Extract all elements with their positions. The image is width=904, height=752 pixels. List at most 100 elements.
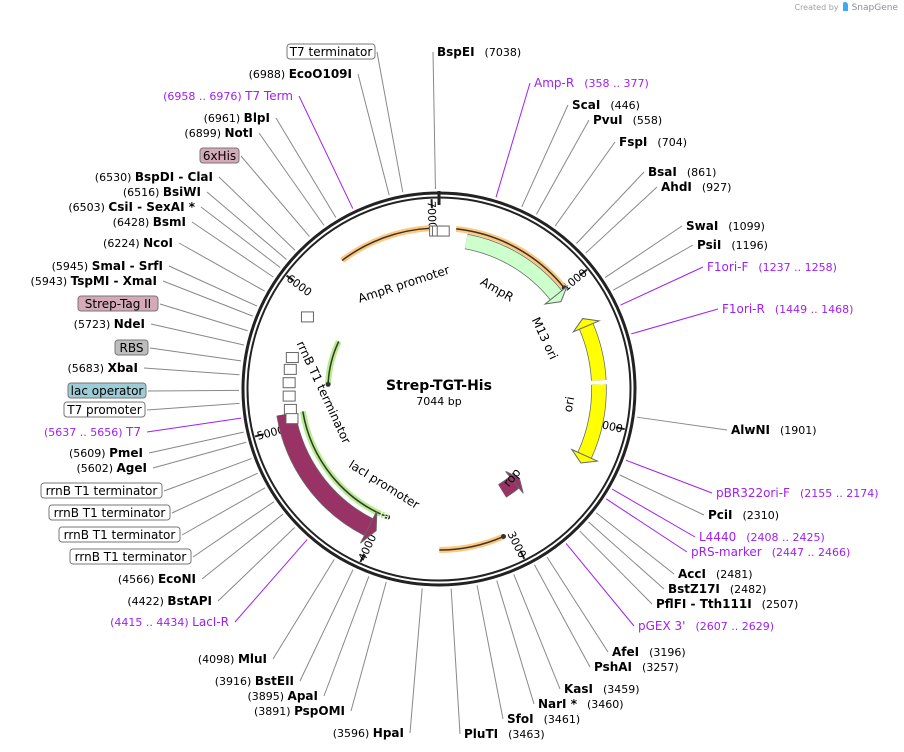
feature-label: M13 ori [529,315,561,362]
tick-label: 3000 [505,529,529,560]
primer-label[interactable]: pGEX 3' (2607 .. 2629) [638,619,774,633]
enzyme-site-label[interactable]: (5943) TspMI - XmaI [31,274,157,288]
feature-label: lacI [377,507,401,527]
enzyme-site-label[interactable]: AhdI (927) [661,180,731,194]
enzyme-site-label[interactable]: (6516) BsiWI [123,185,201,199]
enzyme-site-label[interactable]: PvuI (558) [593,113,662,127]
enzyme-site-label[interactable]: (6899) NotI [184,126,253,140]
primer-label[interactable]: F1ori-R (1449 .. 1468) [722,302,853,316]
enzyme-site-label[interactable]: PsiI (1196) [697,238,768,252]
plasmid-name: Strep-TGT-His [386,378,492,394]
tick-label: 7000 [425,201,439,229]
enzyme-site-label[interactable]: BspEI (7038) [437,45,521,59]
feature-box-label[interactable]: rrnB T1 terminator [48,504,171,521]
svg-text:T7 terminator: T7 terminator [289,45,373,59]
feature-box-label[interactable]: 6xHis [199,147,240,164]
element-glyph-icon [283,363,297,375]
element-glyph-icon [285,413,299,425]
element-glyph-icon [285,352,299,364]
feature-box-label[interactable]: Strep-Tag II [77,295,159,312]
enzyme-site-label[interactable]: (4566) EcoNI [118,572,196,586]
enzyme-site-label[interactable]: (3916) BstEII [215,674,294,688]
enzyme-site-label[interactable]: NarI * (3460) [538,697,624,711]
element-glyph-icon [436,225,450,237]
svg-text:6xHis: 6xHis [203,149,236,163]
primer-label[interactable]: L4440 (2408 .. 2425) [699,530,825,544]
enzyme-site-label[interactable]: PciI (2310) [708,508,779,522]
enzyme-site-label[interactable]: KasI (3459) [564,682,640,696]
enzyme-site-label[interactable]: (5683) XbaI [68,361,138,375]
enzyme-site-label[interactable]: PluTI (3463) [464,727,545,741]
primer-label[interactable]: pBR322ori-F (2155 .. 2174) [716,486,879,500]
primer-label[interactable]: (5637 .. 5656) T7 [44,425,141,439]
svg-text:Strep-Tag II: Strep-Tag II [85,297,151,311]
enzyme-site-label[interactable]: BstZ17I (2482) [668,582,766,596]
svg-text:T7 promoter: T7 promoter [66,403,142,417]
feature-box-label[interactable]: rrnB T1 terminator [40,482,163,499]
enzyme-site-label[interactable]: (3895) ApaI [247,689,318,703]
primer-label[interactable]: F1ori-F (1237 .. 1258) [707,260,837,274]
feature-label: ori [561,395,577,413]
enzyme-site-label[interactable]: FspI (704) [619,135,687,149]
feature-box-label[interactable]: T7 promoter [63,401,146,418]
feature-box-label[interactable]: T7 terminator [286,43,376,60]
feature-box-label[interactable]: lac operator [67,382,147,399]
tick-label: 6000 [284,272,314,299]
svg-text:RBS: RBS [120,341,144,355]
feature-label: rrnB T1 terminator [294,339,354,446]
primer-label[interactable]: Amp-R (358 .. 377) [534,76,649,90]
element-glyph-icon [283,403,297,415]
credit-prefix: Created by [794,3,839,12]
leader-lines [143,51,728,735]
enzyme-site-label[interactable]: (6988) EcoO109I [249,67,352,81]
enzyme-site-label[interactable]: BsaI (861) [648,165,716,179]
enzyme-site-label[interactable]: (5723) NdeI [74,317,145,331]
enzyme-site-label[interactable]: (5945) SmaI - SrfI [52,259,163,273]
features-layer [276,225,607,544]
enzyme-site-label[interactable]: (6530) BspDI - ClaI [95,170,213,184]
enzyme-site-label[interactable]: (3891) PspOMI [254,704,345,718]
enzyme-site-label[interactable]: (5602) AgeI [76,461,147,475]
plasmid-length: 7044 bp [416,395,461,408]
enzyme-site-label[interactable]: (4098) MluI [198,652,267,666]
enzyme-site-label[interactable]: (3596) HpaI [333,726,404,740]
enzyme-site-label[interactable]: AccI (2481) [678,567,753,581]
feature-box-label[interactable]: rrnB T1 terminator [58,526,181,543]
enzyme-site-label[interactable]: (6224) NcoI [103,236,173,250]
enzyme-site-label[interactable]: (6503) CsiI - SexAI * [68,200,195,214]
map-center-title: Strep-TGT-His 7044 bp [386,378,492,408]
enzyme-site-label[interactable]: PflFI - Tth111I (2507) [656,597,798,611]
primer-labels: (6958 .. 6976) T7 Term (5637 .. 5656) T7 (… [44,76,879,633]
primer-label[interactable]: pRS-marker (2447 .. 2466) [691,545,850,559]
enzyme-site-label[interactable]: (6961) BlpI [204,111,270,125]
svg-text:rrnB T1 terminator: rrnB T1 terminator [54,506,166,520]
backbone-ring [241,191,637,587]
element-glyph-icon [282,390,296,402]
enzyme-site-label[interactable]: (4422) BstAPI [127,594,212,608]
feature-box-label[interactable]: rrnB T1 terminator [69,548,192,565]
enzyme-site-label[interactable]: AfeI (3196) [612,645,686,659]
enzyme-site-label[interactable]: ScaI (446) [572,98,640,112]
element-glyph-icon [282,377,296,389]
feature-label: AmpR promoter [356,263,451,306]
svg-text:rrnB T1 terminator: rrnB T1 terminator [75,550,187,564]
enzyme-labels: (6988) EcoO109I (6961) BlpI(6899) NotI (65… [31,45,817,741]
svg-text:rrnB T1 terminator: rrnB T1 terminator [46,484,158,498]
enzyme-site-label[interactable]: (6428) BsmI [113,215,186,229]
enzyme-site-label[interactable]: PshAI (3257) [594,660,679,674]
svg-text:lac operator: lac operator [71,384,144,398]
orf-arcs [299,225,567,553]
snapgene-logo-icon [843,2,849,11]
enzyme-site-label[interactable]: SfoI (3461) [507,712,580,726]
feature-box-label[interactable]: RBS [114,339,149,356]
enzyme-site-label[interactable]: AlwNI (1901) [731,423,817,437]
enzyme-site-label[interactable]: (5609) PmeI [69,446,143,460]
primer-label[interactable]: (4415 .. 4434) LacI-R [110,615,229,629]
svg-text:rrnB T1 terminator: rrnB T1 terminator [64,528,176,542]
element-glyph-icon [300,311,314,323]
primer-label[interactable]: (6958 .. 6976) T7 Term [163,89,293,103]
snapgene-credit: Created by SnapGene [794,2,898,13]
enzyme-site-label[interactable]: SwaI (1099) [686,219,765,233]
feature-label: AmpR [478,275,516,305]
